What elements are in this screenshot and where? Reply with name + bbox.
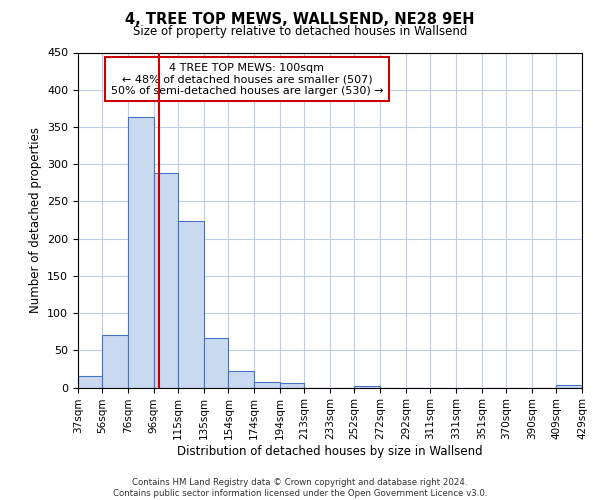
Bar bbox=[254, 382, 280, 388]
Bar bbox=[280, 383, 304, 388]
Bar bbox=[78, 376, 103, 388]
X-axis label: Distribution of detached houses by size in Wallsend: Distribution of detached houses by size … bbox=[177, 445, 483, 458]
Text: Size of property relative to detached houses in Wallsend: Size of property relative to detached ho… bbox=[133, 25, 467, 38]
Text: 4, TREE TOP MEWS, WALLSEND, NE28 9EH: 4, TREE TOP MEWS, WALLSEND, NE28 9EH bbox=[125, 12, 475, 28]
Bar bbox=[204, 338, 229, 388]
Bar bbox=[103, 334, 128, 388]
Text: Contains HM Land Registry data © Crown copyright and database right 2024.
Contai: Contains HM Land Registry data © Crown c… bbox=[113, 478, 487, 498]
Text: 4 TREE TOP MEWS: 100sqm
← 48% of detached houses are smaller (507)
50% of semi-d: 4 TREE TOP MEWS: 100sqm ← 48% of detache… bbox=[110, 62, 383, 96]
Bar bbox=[229, 371, 254, 388]
Bar bbox=[355, 386, 380, 388]
Y-axis label: Number of detached properties: Number of detached properties bbox=[29, 127, 41, 313]
Bar bbox=[556, 386, 582, 388]
Bar bbox=[178, 220, 204, 388]
Bar bbox=[154, 173, 178, 388]
Bar bbox=[128, 118, 154, 388]
